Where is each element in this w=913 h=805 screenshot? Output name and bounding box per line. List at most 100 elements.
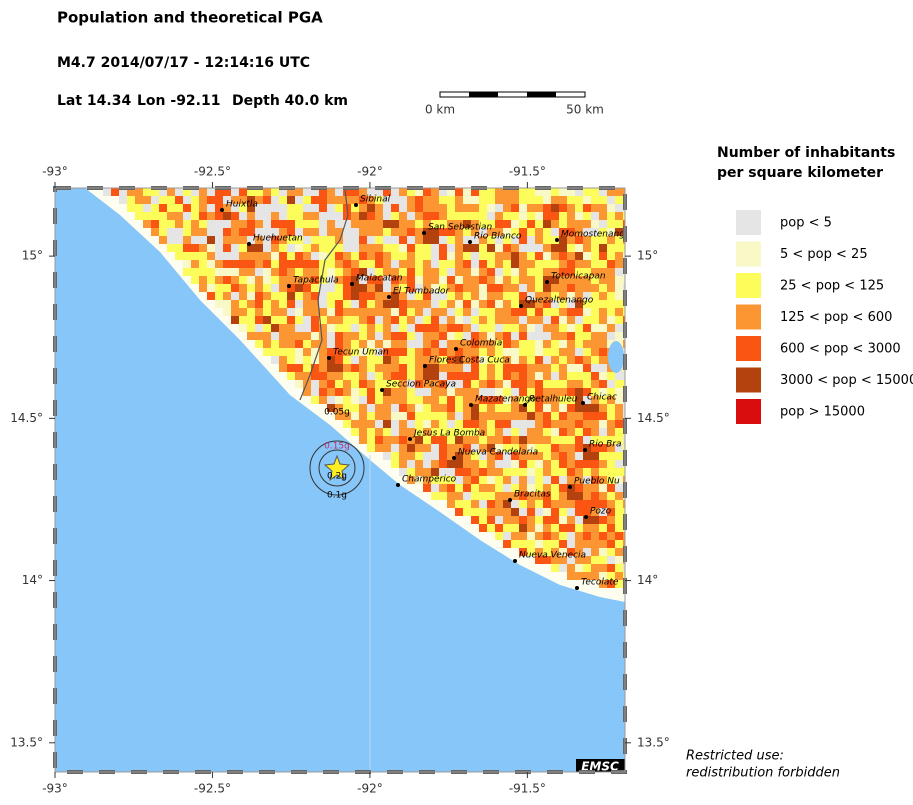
pop-cell [559, 508, 567, 516]
pop-cell [503, 188, 511, 196]
pop-cell [327, 212, 335, 220]
town-label: San Sebastian [428, 223, 493, 233]
pop-cell [143, 220, 151, 228]
pop-cell [479, 252, 487, 260]
pop-cell [431, 388, 439, 396]
pop-cell [567, 188, 575, 196]
pop-cell [599, 260, 607, 268]
pop-cell [391, 444, 399, 452]
pop-cell [399, 244, 407, 252]
pop-cell [463, 492, 471, 500]
pop-cell [559, 532, 567, 540]
pop-cell [607, 372, 615, 380]
pop-cell [287, 372, 295, 380]
pop-cell [567, 236, 575, 244]
title: Population and theoretical PGA [57, 9, 323, 27]
pop-cell [559, 420, 567, 428]
pop-cell [415, 332, 423, 340]
pop-cell [527, 252, 535, 260]
pop-cell [567, 268, 575, 276]
pop-cell [599, 580, 607, 588]
pop-cell [511, 476, 519, 484]
pop-cell [415, 436, 423, 444]
pop-cell [615, 404, 623, 412]
pop-cell [351, 404, 359, 412]
pop-cell [255, 188, 263, 196]
pop-cell [519, 220, 527, 228]
pop-cell [423, 244, 431, 252]
pop-cell [623, 508, 625, 516]
pop-cell [511, 492, 519, 500]
pop-cell [535, 452, 543, 460]
town-dot [513, 559, 517, 563]
pop-cell [415, 284, 423, 292]
pop-cell [327, 220, 335, 228]
pop-cell [287, 364, 295, 372]
pop-cell [207, 260, 215, 268]
pop-cell [471, 500, 479, 508]
pop-cell [535, 260, 543, 268]
pop-cell [263, 244, 271, 252]
pop-cell [471, 364, 479, 372]
pop-cell [343, 276, 351, 284]
pop-cell [399, 452, 407, 460]
pop-cell [423, 300, 431, 308]
pop-cell [479, 380, 487, 388]
pop-cell [319, 340, 327, 348]
pop-cell [583, 244, 591, 252]
pop-cell [471, 388, 479, 396]
pop-cell [407, 324, 415, 332]
pop-cell [527, 444, 535, 452]
pop-cell [455, 428, 463, 436]
pop-cell [535, 412, 543, 420]
pop-cell [623, 500, 625, 508]
pop-cell [311, 300, 319, 308]
pop-cell [263, 212, 271, 220]
pop-cell [487, 364, 495, 372]
pop-cell [167, 212, 175, 220]
pop-cell [503, 428, 511, 436]
pop-cell [471, 380, 479, 388]
pop-cell [591, 428, 599, 436]
legend-label: 125 < pop < 600 [780, 310, 892, 325]
pop-cell [543, 244, 551, 252]
pop-cell [559, 324, 567, 332]
pop-cell [455, 348, 463, 356]
pop-cell [231, 292, 239, 300]
pop-cell [351, 268, 359, 276]
pop-cell [407, 220, 415, 228]
pop-cell [583, 220, 591, 228]
pop-cell [215, 220, 223, 228]
pop-cell [615, 276, 623, 284]
pop-cell [431, 332, 439, 340]
pop-cell [583, 564, 591, 572]
pop-cell [623, 540, 625, 548]
town-dot [469, 403, 473, 407]
pop-cell [351, 348, 359, 356]
pop-cell [303, 260, 311, 268]
pop-cell [519, 388, 527, 396]
pop-cell [575, 372, 583, 380]
pop-cell [399, 388, 407, 396]
pop-cell [391, 452, 399, 460]
pop-cell [583, 196, 591, 204]
pop-cell [535, 404, 543, 412]
pop-cell [367, 404, 375, 412]
pop-cell [215, 188, 223, 196]
pop-cell [407, 476, 415, 484]
pop-cell [447, 492, 455, 500]
pop-cell [503, 500, 511, 508]
pop-cell [487, 388, 495, 396]
pop-cell [615, 196, 623, 204]
pop-cell [535, 244, 543, 252]
pop-cell [511, 388, 519, 396]
pop-cell [591, 452, 599, 460]
y-tick-label: 14.5° [10, 411, 43, 425]
pop-cell [367, 292, 375, 300]
pop-cell [527, 340, 535, 348]
pop-cell [455, 412, 463, 420]
pop-cell [599, 228, 607, 236]
pop-cell [599, 380, 607, 388]
pop-cell [583, 252, 591, 260]
